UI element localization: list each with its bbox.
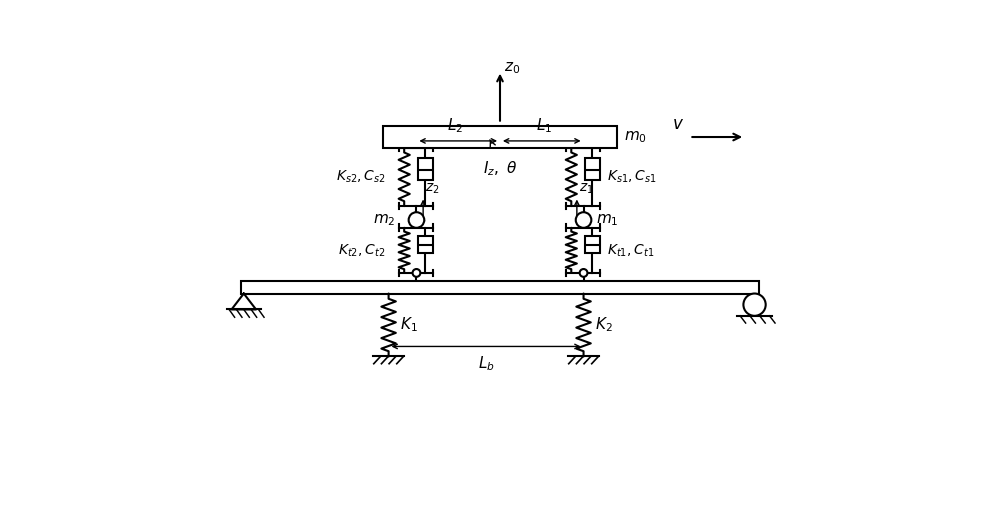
Bar: [585, 158, 600, 180]
Bar: [585, 236, 600, 253]
Text: $m_1$: $m_1$: [596, 212, 618, 228]
Bar: [383, 126, 617, 148]
Text: $K_1$: $K_1$: [400, 315, 417, 334]
Circle shape: [409, 212, 424, 228]
Text: $K_{t1},C_{t1}$: $K_{t1},C_{t1}$: [607, 242, 654, 258]
Text: $m_2$: $m_2$: [373, 212, 395, 228]
Text: $v$: $v$: [672, 114, 684, 133]
Circle shape: [576, 212, 591, 228]
Text: $K_{s2},C_{s2}$: $K_{s2},C_{s2}$: [336, 169, 386, 185]
Circle shape: [413, 269, 420, 277]
Circle shape: [743, 294, 766, 316]
Text: $K_2$: $K_2$: [595, 315, 612, 334]
Bar: [241, 281, 759, 294]
Text: $K_{s1},C_{s1}$: $K_{s1},C_{s1}$: [607, 169, 657, 185]
Bar: [418, 158, 433, 180]
Text: $z_2$: $z_2$: [425, 181, 440, 195]
Text: $L_1$: $L_1$: [536, 117, 553, 135]
Circle shape: [580, 269, 587, 277]
Text: $L_b$: $L_b$: [478, 354, 494, 373]
Text: $z_1$: $z_1$: [579, 181, 594, 195]
Text: $z_0$: $z_0$: [504, 60, 521, 76]
Text: $L_2$: $L_2$: [447, 117, 464, 135]
Text: $m_0$: $m_0$: [624, 129, 647, 145]
Text: $I_z,\ \theta$: $I_z,\ \theta$: [483, 159, 517, 178]
Bar: [418, 236, 433, 253]
Text: $K_{t2},C_{t2}$: $K_{t2},C_{t2}$: [338, 242, 386, 258]
